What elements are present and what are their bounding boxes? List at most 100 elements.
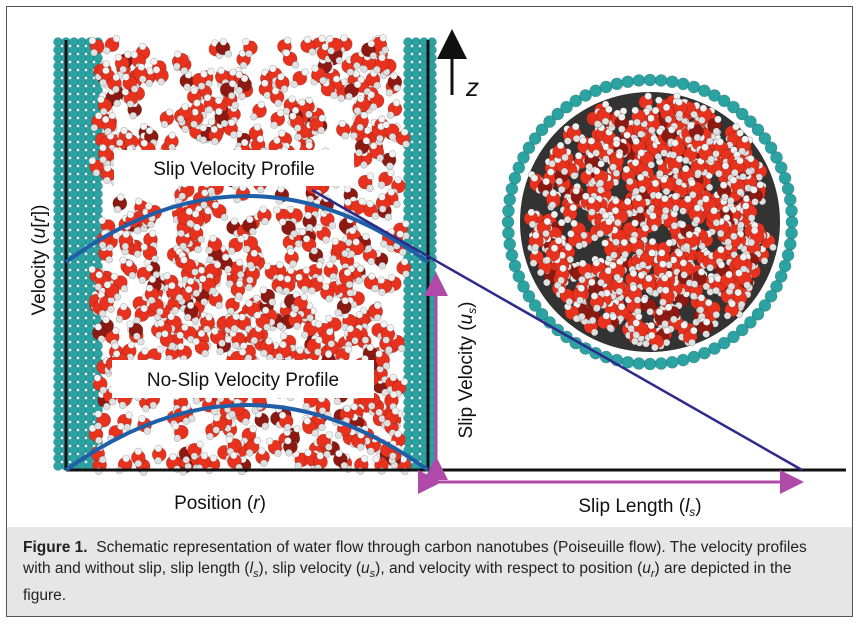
atom <box>614 219 621 226</box>
atom <box>784 194 796 206</box>
atom <box>70 414 79 423</box>
atom <box>54 110 63 119</box>
atom <box>78 110 87 119</box>
atom <box>633 138 640 145</box>
atom <box>329 222 336 229</box>
atom <box>54 62 63 71</box>
atom <box>335 309 342 316</box>
atom <box>193 224 200 231</box>
atom <box>556 178 563 185</box>
atom <box>404 414 413 423</box>
atom <box>655 358 667 370</box>
atom <box>591 329 598 336</box>
atom <box>412 374 421 383</box>
atom <box>117 423 124 430</box>
atom <box>412 302 421 311</box>
atom <box>54 302 63 311</box>
atom <box>70 214 79 223</box>
atom <box>633 188 640 195</box>
atom <box>98 335 105 342</box>
atom <box>577 297 584 304</box>
atom <box>97 96 104 103</box>
atom <box>100 108 107 115</box>
atom <box>168 144 175 151</box>
atom <box>199 275 206 282</box>
atom <box>363 137 370 144</box>
atom <box>70 54 79 63</box>
atom <box>54 166 63 175</box>
atom <box>70 230 79 239</box>
atom <box>333 76 340 83</box>
atom <box>660 176 667 183</box>
atom <box>288 96 295 103</box>
atom <box>115 54 122 61</box>
atom <box>695 170 702 177</box>
atom <box>70 190 79 199</box>
atom <box>309 48 316 55</box>
atom <box>330 92 337 99</box>
atom <box>103 177 110 184</box>
atom <box>78 222 87 231</box>
atom <box>106 256 113 263</box>
atom <box>201 201 208 208</box>
atom <box>377 154 384 161</box>
atom <box>686 231 693 238</box>
atom <box>354 81 361 88</box>
atom <box>530 260 537 267</box>
atom <box>261 80 268 87</box>
atom <box>322 43 329 50</box>
atom <box>648 161 655 168</box>
atom <box>373 456 380 463</box>
atom <box>412 86 421 95</box>
atom <box>86 342 95 351</box>
atom <box>185 286 192 293</box>
atom <box>125 132 132 139</box>
atom <box>558 286 565 293</box>
atom <box>100 387 107 394</box>
atom <box>94 198 103 207</box>
atom <box>70 142 79 151</box>
atom <box>367 448 374 455</box>
atom <box>339 120 346 127</box>
atom <box>210 455 217 462</box>
atom <box>642 225 649 232</box>
atom <box>113 35 120 42</box>
atom <box>664 327 671 334</box>
atom <box>304 417 311 424</box>
atom <box>345 346 352 353</box>
atom <box>591 293 598 300</box>
atom <box>134 317 141 324</box>
atom <box>655 192 662 199</box>
atom <box>334 398 341 405</box>
atom <box>544 218 551 225</box>
atom <box>230 452 237 459</box>
atom <box>94 206 103 215</box>
atom <box>779 172 791 184</box>
atom <box>342 132 349 139</box>
atom <box>304 36 311 43</box>
atom <box>693 216 700 223</box>
atom <box>86 102 95 111</box>
atom <box>205 314 212 321</box>
atom <box>380 35 387 42</box>
atom <box>412 54 421 63</box>
atom <box>342 297 349 304</box>
atom <box>782 183 794 195</box>
atom <box>376 409 383 416</box>
atom <box>714 116 721 123</box>
atom <box>412 422 421 431</box>
atom <box>78 150 87 159</box>
atom <box>78 318 87 327</box>
atom <box>182 103 189 110</box>
atom <box>54 158 63 167</box>
atom <box>412 70 421 79</box>
atom <box>412 182 421 191</box>
atom <box>702 144 709 151</box>
atom <box>380 240 387 247</box>
atom <box>70 366 79 375</box>
slip-profile-label: Slip Velocity Profile <box>153 159 315 180</box>
atom <box>588 279 595 286</box>
atom <box>70 62 79 71</box>
atom <box>127 101 134 108</box>
atom <box>412 38 421 47</box>
